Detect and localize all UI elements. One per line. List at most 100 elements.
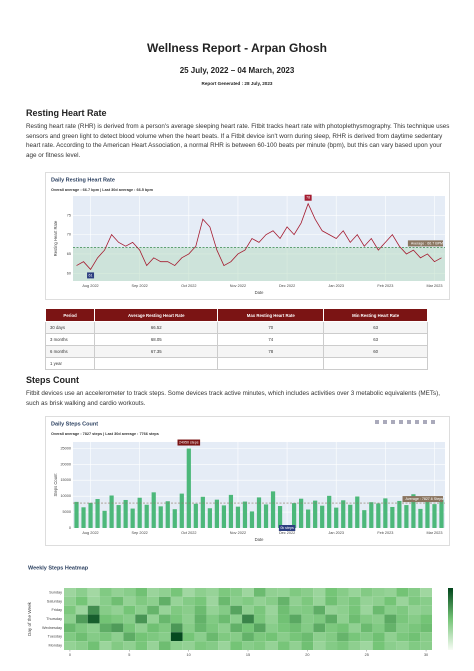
heat-cell (408, 632, 421, 642)
heat-cell (75, 632, 88, 642)
average-band (73, 247, 445, 281)
y-tick-label: 10000 (60, 494, 71, 498)
table-cell: 6 months (44, 345, 96, 358)
bar (130, 508, 135, 528)
heat-cell (170, 632, 183, 642)
heat-cell (289, 632, 302, 642)
heat-cell (301, 596, 314, 606)
y-tick-label: 70 (67, 233, 71, 237)
modebar-icon[interactable] (375, 420, 379, 424)
heat-cell (64, 641, 76, 650)
bar (151, 492, 156, 528)
x-tick-label: Jan 2023 (328, 531, 344, 535)
heat-cell (87, 614, 100, 624)
heat-cell (87, 588, 100, 597)
annotation-box (278, 525, 296, 531)
heat-cell (313, 596, 326, 606)
x-tick-label: 20 (305, 653, 309, 657)
heat-cell (123, 588, 136, 597)
modebar-icon[interactable] (391, 420, 395, 424)
heat-cell (64, 623, 76, 633)
heat-cell (301, 605, 314, 615)
heat-cell (99, 588, 112, 597)
heat-cell (123, 614, 136, 624)
heat-cell (265, 623, 278, 633)
table-cell (217, 357, 325, 370)
heat-cell (170, 614, 183, 624)
heat-cell (408, 605, 421, 615)
modebar-icon[interactable] (407, 420, 411, 424)
heat-cell (325, 596, 338, 606)
heat-cell (325, 605, 338, 615)
heat-cell (158, 623, 171, 633)
heat-cell (265, 614, 278, 624)
chart-frame (45, 416, 450, 546)
bar (277, 506, 283, 528)
heat-cell (253, 632, 266, 642)
heat-cell (420, 596, 432, 606)
x-tick-label: 25 (365, 653, 369, 657)
heat-cell (253, 641, 266, 650)
heat-cell (182, 605, 195, 615)
bar (172, 509, 177, 528)
modebar-icon[interactable] (431, 420, 435, 424)
table-cell: 63 (323, 321, 428, 334)
heat-cell (147, 632, 159, 642)
heat-cell (218, 614, 231, 624)
bar (242, 501, 248, 528)
heat-cell (420, 614, 432, 624)
x-tick-label: Mar 2023 (426, 531, 442, 535)
y-axis-label: Resting Heart Rate (53, 220, 58, 256)
annotation: 78 (306, 196, 310, 200)
heat-cell (230, 596, 243, 606)
heat-cell (170, 588, 183, 597)
heat-cell (170, 596, 183, 606)
modebar-icon[interactable] (383, 420, 387, 424)
heat-cell (230, 588, 243, 597)
heat-cell (408, 588, 421, 597)
heat-cell (277, 641, 290, 650)
heat-cell (337, 614, 349, 624)
average-label: Average : 7827.6 Steps (406, 497, 444, 501)
heat-cell (123, 605, 136, 615)
table-cell: 66.52 (94, 321, 219, 334)
heat-cell (170, 641, 183, 650)
modebar-icon[interactable] (399, 420, 403, 424)
bar (81, 507, 86, 528)
heat-cell (313, 588, 326, 597)
heat-cell (182, 641, 195, 650)
heat-cell (170, 605, 183, 615)
modebar-icon[interactable] (423, 420, 427, 424)
heat-cell (218, 588, 231, 597)
table-cell (323, 357, 428, 370)
table-row: 30 days 66.52 70 63 (44, 321, 428, 334)
heat-cell (158, 596, 171, 606)
heat-cell (218, 623, 231, 633)
x-tick-label: 10 (187, 653, 191, 657)
modebar-icon[interactable] (415, 420, 419, 424)
heat-cell (313, 614, 326, 624)
heat-cell (147, 614, 159, 624)
heat-cell (158, 641, 171, 650)
bar (418, 508, 423, 528)
y-axis-label: Day of the Week (27, 601, 32, 636)
heat-cell (348, 605, 361, 615)
heat-cell (289, 623, 302, 633)
bar (214, 499, 219, 528)
heat-cell (420, 641, 432, 650)
heat-cell (289, 605, 302, 615)
bar (348, 504, 353, 528)
heat-cell (170, 623, 183, 633)
heat-cell (360, 623, 373, 633)
heat-cell (242, 614, 254, 624)
heat-cell (75, 605, 88, 615)
heat-cell (194, 623, 207, 633)
heat-cell (265, 596, 278, 606)
heat-cell (301, 623, 314, 633)
annotation-box (304, 194, 312, 201)
bar (186, 448, 191, 528)
x-axis-label: Date (255, 290, 265, 295)
heat-cell (206, 632, 219, 642)
heat-cell (265, 588, 278, 597)
x-tick-label: Mar 2023 (426, 284, 442, 288)
